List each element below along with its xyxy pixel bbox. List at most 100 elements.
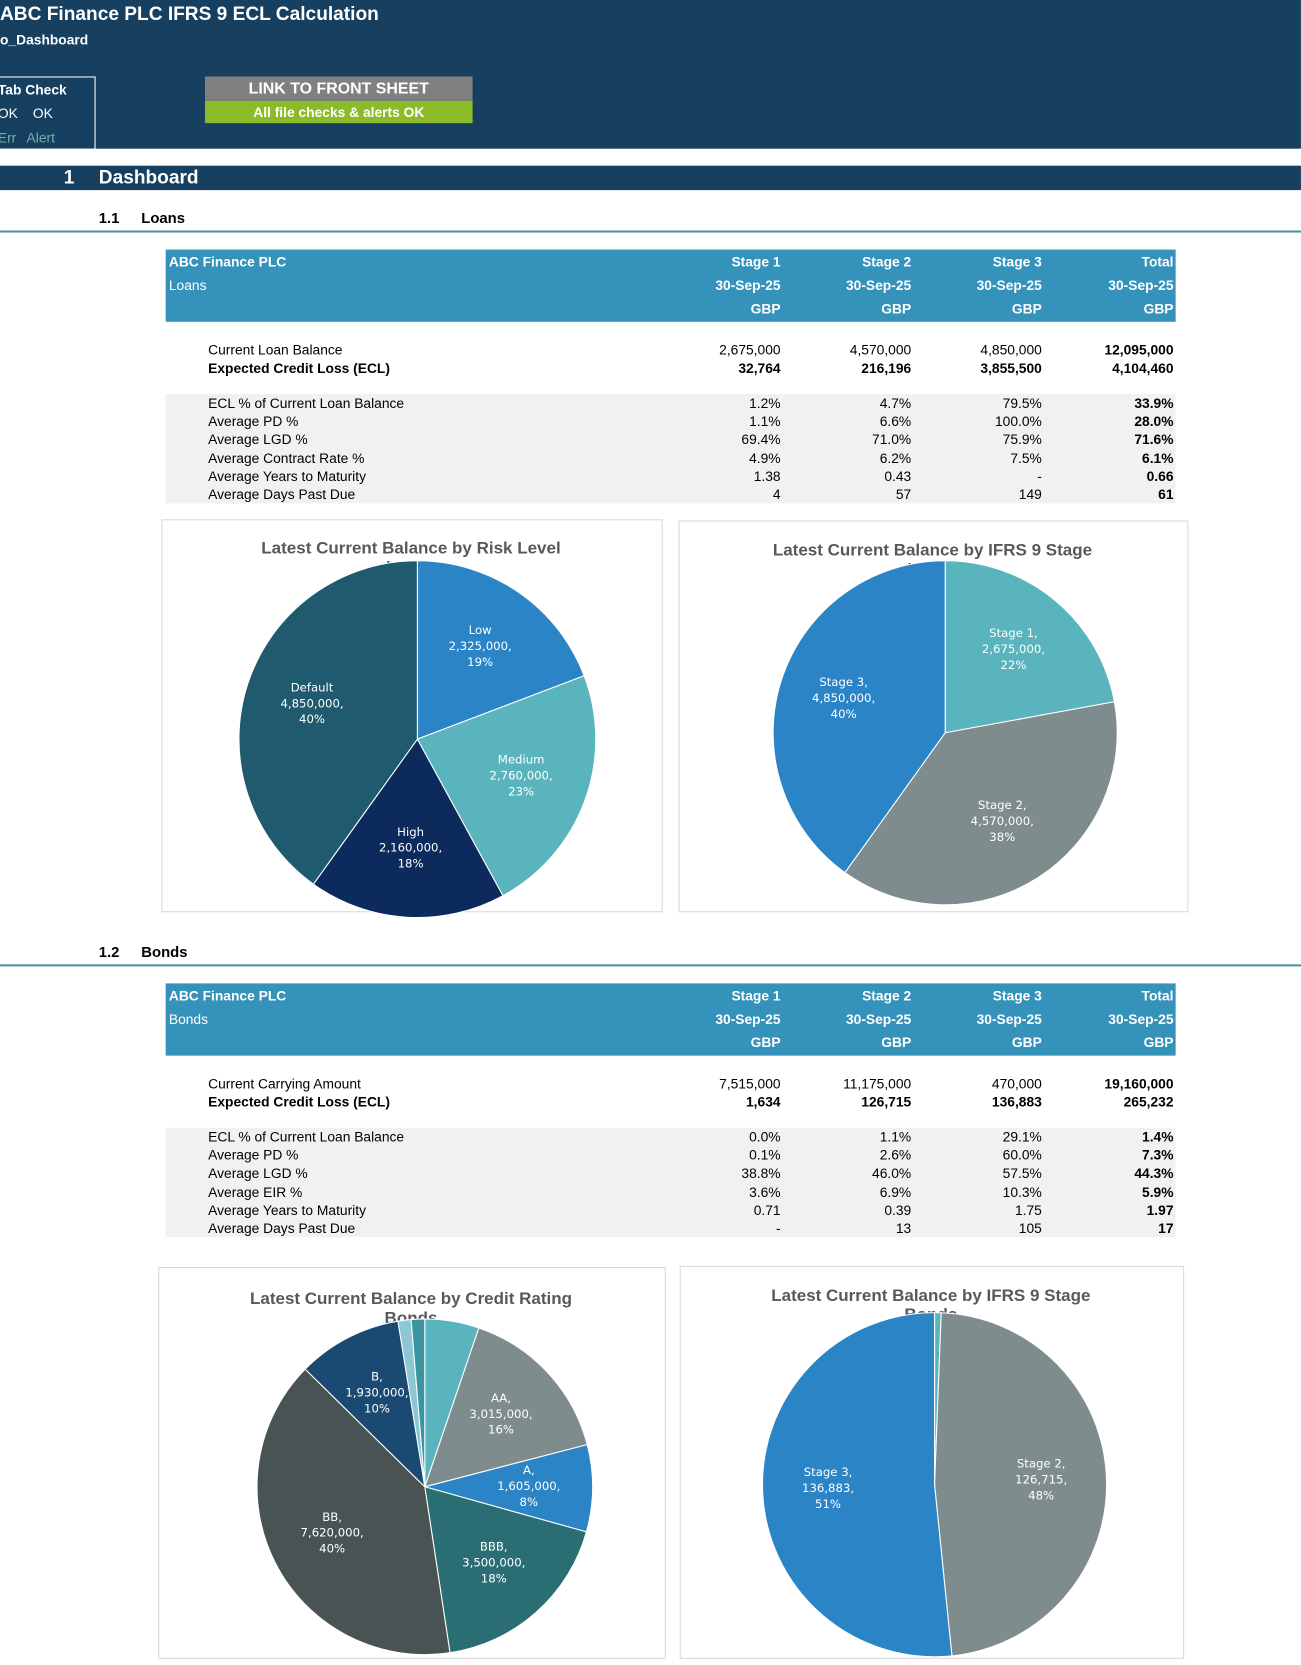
link-to-front-sheet-button[interactable]: LINK TO FRONT SHEET: [204, 76, 473, 101]
slice-label: Stage 2,: [977, 798, 1027, 813]
bonds-col-date: 30-Sep-25: [845, 1011, 912, 1027]
loans-table-header: [165, 249, 1176, 322]
slice-label: BB,: [322, 1509, 343, 1524]
bonds-row-value: 1.97: [1146, 1202, 1174, 1219]
pie-data-label: BB, 7,620,000, 40%: [268, 1509, 395, 1557]
bonds-rule: [0, 964, 1301, 967]
loans-col-stage: Total: [1141, 253, 1174, 270]
bonds-row-value: 5.9%: [1142, 1184, 1174, 1201]
bonds-row-value: 136,883: [991, 1093, 1042, 1110]
pie-data-label: Stage 2, 4,570,000, 38%: [939, 797, 1066, 845]
alert-value: OK: [32, 105, 53, 122]
loans-subsection-number: 1.1: [98, 209, 120, 227]
bonds-row-value: 46.0%: [872, 1165, 912, 1181]
bonds-subsection-number: 1.2: [98, 943, 120, 961]
loans-row-value: 216,196: [861, 360, 912, 376]
slice-value: 4,850,000,: [812, 691, 876, 706]
loans-metrics-band: [165, 394, 1176, 504]
alert-label: Alert: [26, 129, 55, 146]
loans-col-date: 30-Sep-25: [715, 277, 781, 294]
loans-row-label: Average LGD %: [208, 431, 308, 448]
bonds-company: ABC Finance PLC: [168, 987, 287, 1004]
slice-label: Stage 3,: [819, 675, 868, 690]
chart-subtitle: Loans: [907, 560, 958, 579]
bonds-row-value: 0.1%: [749, 1146, 781, 1163]
slice-value: 3,015,000,: [469, 1407, 533, 1422]
loans-row-value: 57: [895, 486, 912, 503]
loans-row-label: Average Contract Rate %: [208, 450, 365, 467]
bonds-row-value: 29.1%: [1002, 1128, 1042, 1145]
chart-title: Latest Current Balance by IFRS 9 Stage: [771, 1287, 1091, 1306]
bonds-col-ccy: GBP: [1143, 1034, 1174, 1051]
slice-label: Medium: [497, 753, 545, 767]
bonds-row-label: Average PD %: [208, 1146, 299, 1163]
loans-row-label: Average PD %: [208, 413, 299, 430]
loans-col-date: 30-Sep-25: [845, 277, 912, 294]
bonds-row-label: Average LGD %: [208, 1165, 308, 1181]
bonds-col-date: 30-Sep-25: [976, 1011, 1042, 1027]
loans-row-value: 61: [1158, 486, 1174, 503]
bonds-row-value: 0.39: [884, 1202, 912, 1219]
slice-value: 4,570,000,: [970, 814, 1034, 829]
tab-check-panel: Tab Check OK OK Err Alert: [0, 76, 96, 150]
loans-col-date: 30-Sep-25: [1108, 277, 1174, 294]
bonds-col-stage: Total: [1141, 987, 1174, 1004]
pie-data-label: A, 1,605,000, 8%: [465, 1462, 592, 1510]
loans-row-value: 71.0%: [872, 431, 912, 448]
bonds-row-label: ECL % of Current Loan Balance: [208, 1128, 405, 1145]
slice-label: Default: [290, 680, 334, 695]
loans-row-value: 4,570,000: [849, 341, 912, 358]
bonds-row-value: 44.3%: [1134, 1165, 1174, 1181]
bonds-row-value: 13: [895, 1220, 912, 1237]
loans-row-value: 32,764: [738, 360, 781, 376]
bonds-col-ccy: GBP: [881, 1034, 912, 1051]
pie-data-label: Stage 3, 136,883, 51%: [764, 1465, 891, 1513]
loans-col-date: 30-Sep-25: [976, 277, 1042, 294]
chart-subtitle: Loans: [385, 558, 437, 577]
loans-row-value: 1.38: [753, 468, 781, 485]
slice-value: 4,850,000,: [280, 696, 344, 711]
bonds-row-value: 19,160,000: [1104, 1075, 1174, 1092]
loans-row-value: 3,855,500: [980, 360, 1042, 376]
slice-percent: 22%: [1000, 658, 1027, 673]
pie-data-label: Stage 1, 2,675,000, 22%: [950, 625, 1077, 673]
loans-row-value: 1.2%: [749, 395, 781, 411]
loans-row-value: 69.4%: [741, 431, 781, 448]
bonds-row-value: 0.0%: [749, 1128, 781, 1145]
chart-subtitle: Bonds: [384, 1309, 438, 1328]
chart-title: Latest Current Balance by IFRS 9 Stage: [772, 541, 1093, 560]
pie-data-label: B, 1,930,000, 10%: [313, 1369, 440, 1417]
loans-row-value: 75.9%: [1002, 431, 1042, 448]
err-value: OK: [0, 105, 18, 122]
slice-percent: 48%: [1028, 1488, 1055, 1503]
loans-row-value: 28.0%: [1134, 413, 1174, 430]
bonds-row-value: 105: [1018, 1220, 1042, 1237]
bonds-col-stage: Stage 2: [862, 987, 912, 1004]
bonds-subsection-title: Bonds: [141, 943, 188, 961]
slice-label: Stage 3,: [803, 1465, 853, 1480]
slice-percent: 16%: [488, 1423, 514, 1438]
chart-subtitle: Bonds: [904, 1306, 958, 1325]
loans-row-value: 33.9%: [1134, 395, 1174, 411]
bonds-subtitle: Bonds: [168, 1011, 209, 1027]
bonds-row-value: 2.6%: [879, 1146, 912, 1163]
checks-status: All file checks & alerts OK: [204, 100, 473, 124]
bonds-row-label: Average Days Past Due: [208, 1220, 356, 1237]
slice-percent: 51%: [815, 1497, 842, 1512]
loans-col-stage: Stage 2: [862, 253, 912, 270]
slice-percent: 40%: [319, 1541, 346, 1556]
loans-row-value: 6.6%: [879, 413, 912, 430]
slice-value: 1,605,000,: [497, 1479, 561, 1494]
slice-value: 2,675,000,: [981, 642, 1046, 657]
bonds-row-label: Current Carrying Amount: [208, 1075, 361, 1092]
bonds-row-label: Average Years to Maturity: [208, 1202, 366, 1219]
bonds-row-value: 7.3%: [1142, 1146, 1174, 1163]
bonds-col-stage: Stage 3: [992, 987, 1042, 1004]
section-title: Dashboard: [98, 166, 199, 188]
loans-col-ccy: GBP: [881, 300, 912, 317]
loans-row-value: 71.6%: [1134, 431, 1174, 448]
loans-row-value: 4,850,000: [980, 341, 1042, 358]
loans-row-value: 7.5%: [1010, 450, 1042, 467]
bonds-row-label: Average EIR %: [208, 1184, 303, 1201]
bonds-col-ccy: GBP: [750, 1034, 781, 1051]
